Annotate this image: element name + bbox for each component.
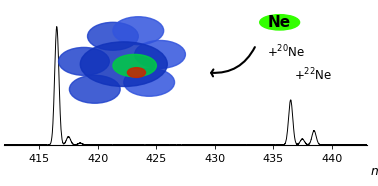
Ellipse shape — [80, 42, 167, 86]
Ellipse shape — [70, 75, 120, 103]
Ellipse shape — [88, 22, 138, 50]
Ellipse shape — [59, 47, 109, 75]
Ellipse shape — [135, 41, 186, 68]
Ellipse shape — [127, 68, 146, 77]
Text: $+^{20}$Ne: $+^{20}$Ne — [267, 43, 305, 60]
Ellipse shape — [113, 17, 164, 45]
Text: $+^{22}$Ne: $+^{22}$Ne — [294, 67, 332, 84]
Text: Ne: Ne — [268, 15, 291, 30]
Ellipse shape — [124, 68, 175, 96]
Circle shape — [260, 15, 300, 30]
Ellipse shape — [113, 54, 156, 77]
Text: m/z: m/z — [370, 165, 378, 178]
